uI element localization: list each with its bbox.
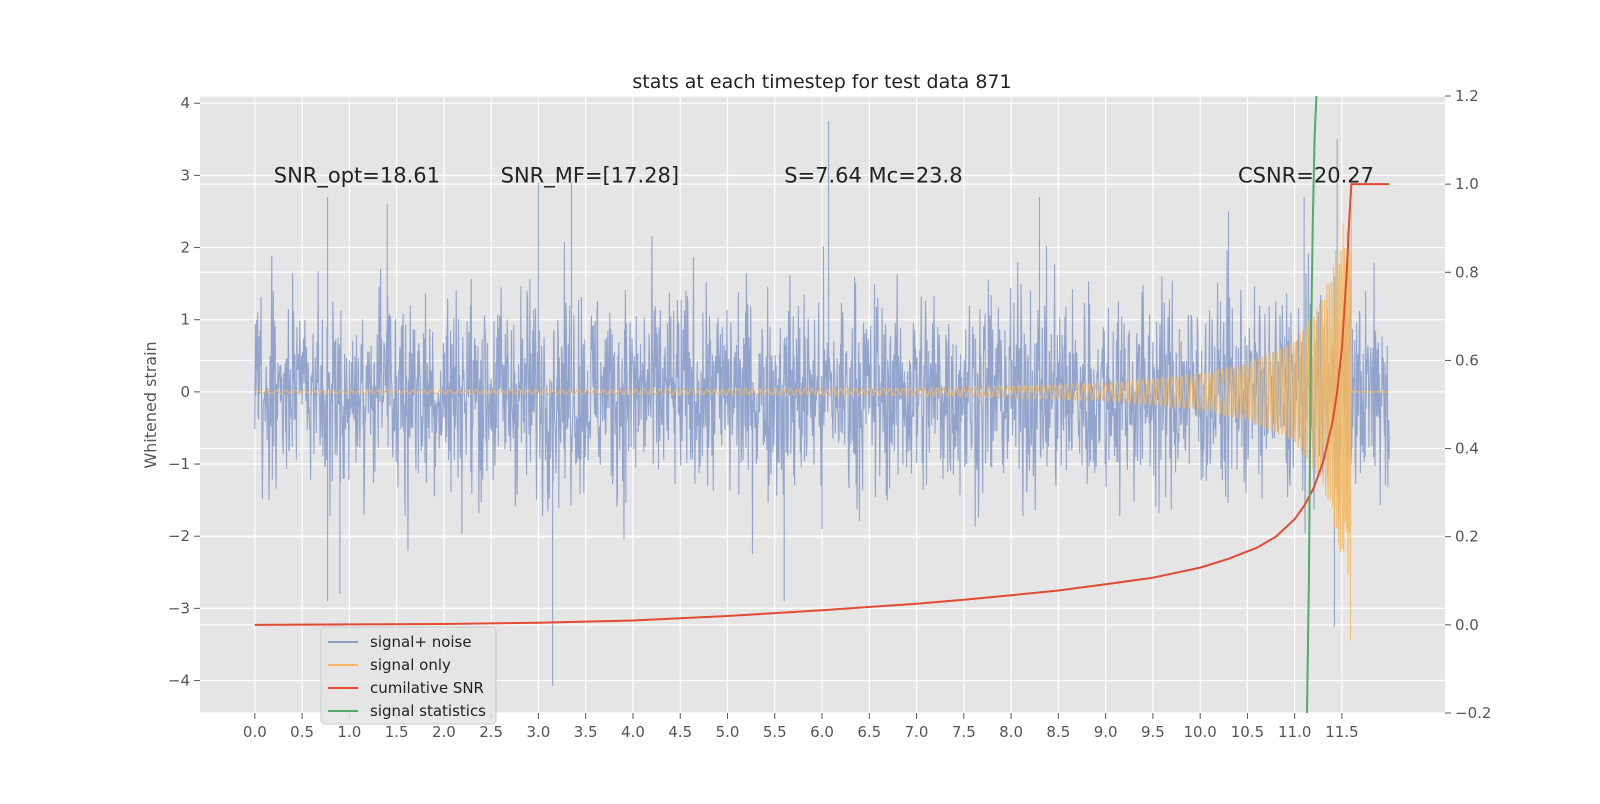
y2-tick-label: 1.2 <box>1455 87 1479 105</box>
x-tick-label: 6.0 <box>810 723 834 741</box>
x-tick-label: 3.5 <box>574 723 598 741</box>
x-tick-label: 9.5 <box>1141 723 1165 741</box>
x-tick-label: 6.5 <box>857 723 881 741</box>
x-tick-label: 5.0 <box>716 723 740 741</box>
x-tick-label: 3.0 <box>526 723 550 741</box>
x-tick-label: 0.5 <box>290 723 314 741</box>
annotation-csnr: CSNR=20.27 <box>1238 163 1374 187</box>
grid <box>200 95 1445 714</box>
x-tick-label: 2.5 <box>479 723 503 741</box>
y-tick-label: 2 <box>180 239 190 257</box>
legend-label: signal statistics <box>370 702 486 720</box>
legend-box <box>320 626 497 725</box>
x-tick-label: 11.0 <box>1278 723 1311 741</box>
y2-tick-label: 1.0 <box>1455 175 1479 193</box>
legend: signal+ noise signal only cumilative SNR si… <box>320 626 497 725</box>
y2-tick-label: −0.2 <box>1455 704 1491 722</box>
y-tick-label: −1 <box>168 455 190 473</box>
series-cumulative-snr <box>254 183 1390 626</box>
legend-label: signal+ noise <box>370 633 472 651</box>
legend-label: cumilative SNR <box>370 679 484 697</box>
legend-label: signal only <box>370 656 451 674</box>
x-tick-label: 1.5 <box>385 723 409 741</box>
y-tick-label: −3 <box>168 599 190 617</box>
y-tick-label: −4 <box>168 672 190 690</box>
x-tick-label: 11.5 <box>1325 723 1358 741</box>
series-signal-statistics <box>1306 96 1318 713</box>
x-tick-label: 8.5 <box>1046 723 1070 741</box>
x-tick-label: 4.0 <box>621 723 645 741</box>
x-tick-label: 5.5 <box>763 723 787 741</box>
y2-tick-label: 0.0 <box>1455 616 1479 634</box>
series-layer <box>254 96 1390 713</box>
y-axis-label: Whitened strain <box>141 341 160 468</box>
x-tick-label: 1.0 <box>337 723 361 741</box>
chart-title: stats at each timestep for test data 871 <box>632 71 1011 93</box>
x-tick-label: 10.0 <box>1183 723 1216 741</box>
series-signal-only <box>254 207 1390 641</box>
y2-tick-label: 0.4 <box>1455 440 1479 458</box>
y-tick-label: 4 <box>180 94 190 112</box>
axes: 0.0 0.5 1.0 1.5 2.0 2.5 3.0 3.5 4.0 4.5 5.0 5.5 6.0 6… <box>168 87 1492 741</box>
y-tick-label: 1 <box>180 311 190 329</box>
x-tick-label: 4.5 <box>668 723 692 741</box>
x-tick-label: 10.5 <box>1231 723 1264 741</box>
y2-tick-label: 0.6 <box>1455 351 1479 369</box>
x-tick-label: 0.0 <box>243 723 267 741</box>
y2-tick-label: 0.8 <box>1455 263 1479 281</box>
annotation-snr-mf: SNR_MF=[17.28] <box>501 163 679 188</box>
y-tick-label: 3 <box>180 166 190 184</box>
y2-tick-label: 0.2 <box>1455 528 1479 546</box>
x-tick-label: 9.0 <box>1094 723 1118 741</box>
y-tick-label: 0 <box>180 383 190 401</box>
x-tick-label: 2.0 <box>432 723 456 741</box>
x-tick-label: 7.5 <box>952 723 976 741</box>
annotations: SNR_opt=18.61 SNR_MF=[17.28] S=7.64 Mc=23.… <box>274 163 1374 188</box>
annotation-snr-opt: SNR_opt=18.61 <box>274 163 440 188</box>
y-tick-label: −2 <box>168 527 190 545</box>
x-tick-label: 7.0 <box>905 723 929 741</box>
x-tick-label: 8.0 <box>999 723 1023 741</box>
annotation-s-mc: S=7.64 Mc=23.8 <box>784 163 962 187</box>
